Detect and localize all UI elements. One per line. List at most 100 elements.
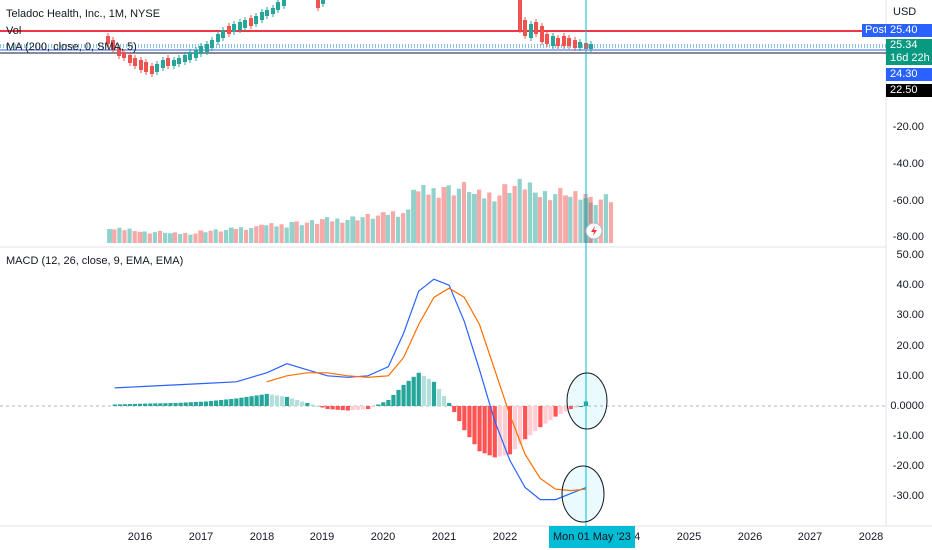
macd-histogram-bar <box>381 402 386 406</box>
macd-histogram-bar <box>208 400 214 406</box>
macd-histogram-bar <box>325 406 330 410</box>
volume-bar <box>436 197 441 243</box>
price-candle <box>227 26 231 34</box>
volume-bar <box>603 194 608 243</box>
volume-bar <box>365 214 370 243</box>
volume-bar <box>264 225 269 243</box>
volume-bar <box>132 231 137 243</box>
macd-histogram-bar <box>366 406 371 410</box>
price-candle <box>205 44 209 52</box>
x-tick: 2021 <box>431 531 457 543</box>
macd-histogram-bar <box>482 406 487 454</box>
macd-tick: 30.00 <box>896 309 924 321</box>
macd-histogram-bar <box>132 403 138 406</box>
volume-bar <box>558 188 563 243</box>
macd-histogram-bar <box>239 397 244 406</box>
price-candle <box>194 50 198 58</box>
macd-histogram-bar <box>335 406 340 410</box>
volume-bar <box>157 230 163 243</box>
price-tick: -40.00 <box>892 158 924 170</box>
macd-histogram-bar <box>538 406 543 428</box>
macd-tick: 50.00 <box>896 249 924 261</box>
macd-histogram-bar <box>138 403 143 406</box>
volume-bar <box>304 222 309 243</box>
price-candle <box>111 40 115 50</box>
macd-histogram-bar <box>178 402 183 406</box>
price-candle <box>172 60 176 66</box>
macd-histogram-bar <box>274 395 279 406</box>
volume-bar <box>188 234 193 243</box>
volume-bar <box>385 214 390 243</box>
macd-histogram-bar <box>502 406 507 456</box>
volume-bar <box>426 194 431 243</box>
macd-histogram-bar <box>548 406 553 421</box>
volume-bar <box>527 182 532 243</box>
macd-tick: -20.00 <box>892 460 924 472</box>
macd-histogram-bar <box>315 406 320 407</box>
annotation-circle <box>561 465 605 523</box>
volume-bar <box>198 230 204 243</box>
price-candle <box>243 20 247 28</box>
macd-tick: -10.00 <box>892 430 924 442</box>
macd-histogram-bar <box>350 406 355 411</box>
volume-bar <box>228 227 234 243</box>
volume-bar <box>568 196 573 243</box>
macd-histogram-bar <box>477 406 482 452</box>
price-candle <box>188 52 192 60</box>
annotation-circle <box>566 372 608 430</box>
macd-histogram-bar <box>320 406 325 408</box>
macd-histogram-bar <box>487 406 492 456</box>
macd-histogram-bar <box>360 406 366 410</box>
price-candle <box>139 60 143 70</box>
macd-histogram-bar <box>188 402 193 406</box>
macd-histogram-bar <box>391 394 396 406</box>
last-price-tag: 25.34 <box>886 39 932 52</box>
volume-bar <box>497 195 502 243</box>
volume-bar <box>446 185 451 243</box>
volume-bar <box>350 216 356 243</box>
volume-bar <box>173 232 178 243</box>
macd-histogram-bar <box>153 403 158 406</box>
volume-bar <box>608 202 614 243</box>
price-candle <box>265 10 269 16</box>
volume-bar <box>456 188 461 243</box>
macd-tick: -30.00 <box>892 490 924 502</box>
currency-label: USD <box>893 6 917 18</box>
macd-histogram-bar <box>416 372 421 406</box>
volume-bar <box>127 228 132 243</box>
price-candle <box>238 22 242 30</box>
volume-bar <box>107 229 113 243</box>
volume-bar <box>588 196 593 243</box>
volume-bar <box>152 232 157 243</box>
volume-bar <box>193 233 198 243</box>
volume-bar <box>542 191 548 243</box>
price-candle <box>210 40 214 48</box>
price-candle <box>177 58 181 64</box>
volume-bar <box>274 226 279 243</box>
volume-bar <box>218 231 223 243</box>
macd-histogram-bar <box>183 402 188 406</box>
volume-bar <box>548 200 553 243</box>
crosshair-date-label: Mon 01 May '23 <box>549 526 635 548</box>
volume-bar <box>142 231 147 243</box>
macd-histogram-bar <box>224 399 229 406</box>
price-candle <box>155 64 159 72</box>
ma-legend[interactable]: MA (200, close, 0, SMA, 5) <box>6 41 137 53</box>
macd-histogram-bar <box>219 399 224 406</box>
signal-line <box>266 287 586 492</box>
x-tick: 2028 <box>858 531 884 543</box>
price-candle <box>321 0 325 4</box>
volume-legend[interactable]: Vol <box>6 25 22 37</box>
volume-bar <box>553 194 558 243</box>
volume-bar <box>309 220 315 243</box>
macd-histogram-bar <box>198 401 203 406</box>
macd-histogram-bar <box>447 402 452 406</box>
volume-bar <box>315 223 320 243</box>
price-candle <box>254 16 258 24</box>
price-candle <box>133 58 137 66</box>
price-candle <box>128 55 132 63</box>
volume-bar <box>360 217 365 243</box>
macd-histogram-bar <box>290 398 295 406</box>
macd-legend[interactable]: MACD (12, 26, close, 9, EMA, EMA) <box>6 255 184 267</box>
volume-bar <box>537 197 542 243</box>
